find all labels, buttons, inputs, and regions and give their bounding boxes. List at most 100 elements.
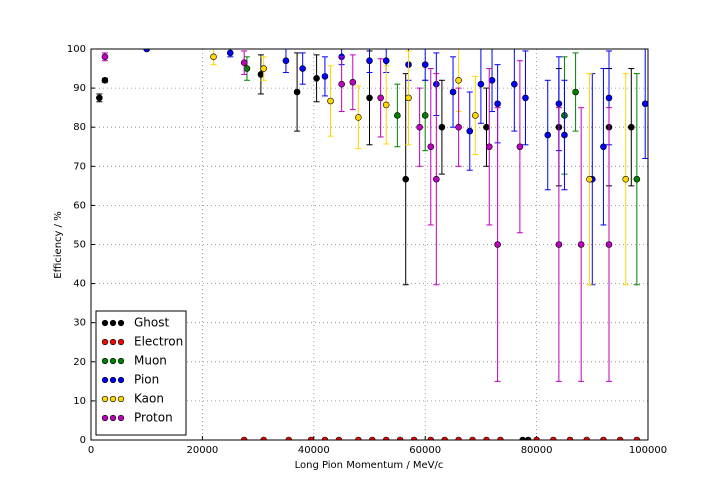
point [633,436,641,440]
point [433,175,440,183]
legend-label: Proton [134,411,173,425]
point [416,123,423,131]
legend-label: Electron [134,335,183,349]
point [260,436,267,440]
point [600,143,607,151]
point [427,436,435,440]
point [533,436,540,440]
point [394,112,401,119]
point [466,127,474,135]
point [485,143,493,151]
legend-marker [117,319,125,327]
point [257,71,265,78]
point [455,436,462,440]
y-tick-label: 50 [73,240,86,251]
point [313,75,320,82]
point [396,436,404,440]
y-tick-label: 30 [73,318,86,329]
point [586,175,593,183]
x-tick-label: 20000 [186,445,218,456]
legend-marker [109,376,117,384]
point [335,436,343,440]
legend-marker [109,357,117,365]
point [377,94,384,102]
point [577,241,585,248]
point [511,80,518,88]
point [566,436,574,440]
x-axis-label: Long Pion Momentum / MeV/c [295,460,444,471]
legend-marker [101,376,109,384]
point [285,436,293,440]
point [405,94,412,102]
point [622,175,630,183]
point [605,94,613,102]
point [497,436,504,440]
point [455,123,462,131]
y-tick-label: 10 [73,396,86,407]
x-tick-label: 100000 [629,445,667,456]
legend-marker [117,338,125,346]
legend-marker [117,357,125,365]
point [449,88,457,96]
point [368,436,376,440]
point [410,436,418,440]
point [438,123,446,131]
point [210,53,217,61]
point [455,76,462,84]
y-tick-label: 80 [73,122,86,133]
point [402,175,410,183]
point [382,57,390,65]
point [469,436,476,440]
point [299,65,306,72]
legend-marker [101,395,109,403]
legend-label: Ghost [134,316,169,330]
point [516,143,524,151]
point [327,97,334,105]
point [494,100,501,108]
legend-label: Pion [134,373,159,387]
point [477,80,485,88]
x-tick-label: 80000 [521,445,553,456]
point [488,76,496,84]
legend-marker [101,414,109,422]
y-tick-label: 100 [67,44,86,55]
point [355,114,362,121]
point [561,131,568,139]
plot-frame [90,48,649,441]
legend-marker [117,376,125,384]
point [544,131,552,139]
legend-marker [109,395,117,403]
legend-marker [101,319,109,327]
y-axis-label: Efficiency / % [53,211,64,278]
point [260,65,267,72]
legend-box [95,310,187,436]
y-tick-label: 0 [80,435,86,446]
point [555,241,563,248]
point [494,241,501,248]
point [583,436,591,440]
plot-area [96,49,648,440]
x-tick-label: 0 [88,445,94,456]
point [366,57,373,65]
point [524,436,532,440]
x-tick-label: 60000 [409,445,441,456]
point [522,94,529,102]
y-tick-label: 40 [73,279,86,290]
legend-marker [109,338,117,346]
point [441,436,448,440]
point [633,175,641,183]
point [338,80,345,88]
point [226,49,234,57]
point [555,100,563,108]
legend-marker [109,319,117,327]
x-tick-label: 40000 [298,445,330,456]
point [143,49,150,53]
point [616,436,624,440]
point [550,436,557,440]
point [282,57,290,65]
legend-marker [117,395,125,403]
point [382,436,390,440]
legend-label: Muon [134,354,167,368]
y-tick-label: 70 [73,161,86,172]
